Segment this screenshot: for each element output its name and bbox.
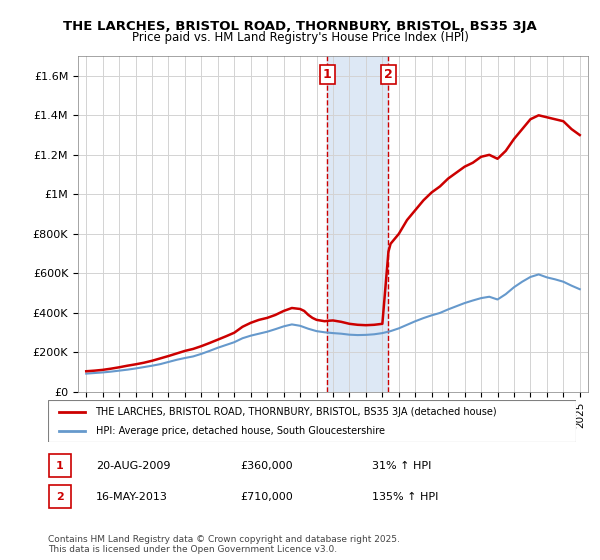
Text: 2: 2: [56, 492, 64, 502]
Text: £710,000: £710,000: [240, 492, 293, 502]
Text: 20-AUG-2009: 20-AUG-2009: [96, 461, 170, 472]
Text: HPI: Average price, detached house, South Gloucestershire: HPI: Average price, detached house, Sout…: [95, 426, 385, 436]
Bar: [327, 56, 388, 392]
FancyBboxPatch shape: [49, 485, 71, 508]
FancyBboxPatch shape: [49, 454, 71, 478]
Text: Contains HM Land Registry data © Crown copyright and database right 2025.
This d: Contains HM Land Registry data © Crown c…: [48, 535, 400, 554]
Text: 1: 1: [56, 461, 64, 471]
Text: 1: 1: [323, 68, 331, 81]
Text: THE LARCHES, BRISTOL ROAD, THORNBURY, BRISTOL, BS35 3JA: THE LARCHES, BRISTOL ROAD, THORNBURY, BR…: [63, 20, 537, 32]
Text: 2: 2: [384, 68, 393, 81]
Text: 31% ↑ HPI: 31% ↑ HPI: [372, 461, 431, 472]
Text: 135% ↑ HPI: 135% ↑ HPI: [372, 492, 439, 502]
FancyBboxPatch shape: [48, 400, 576, 442]
Text: Price paid vs. HM Land Registry's House Price Index (HPI): Price paid vs. HM Land Registry's House …: [131, 31, 469, 44]
Text: THE LARCHES, BRISTOL ROAD, THORNBURY, BRISTOL, BS35 3JA (detached house): THE LARCHES, BRISTOL ROAD, THORNBURY, BR…: [95, 407, 497, 417]
Text: 16-MAY-2013: 16-MAY-2013: [96, 492, 168, 502]
Text: £360,000: £360,000: [240, 461, 293, 472]
